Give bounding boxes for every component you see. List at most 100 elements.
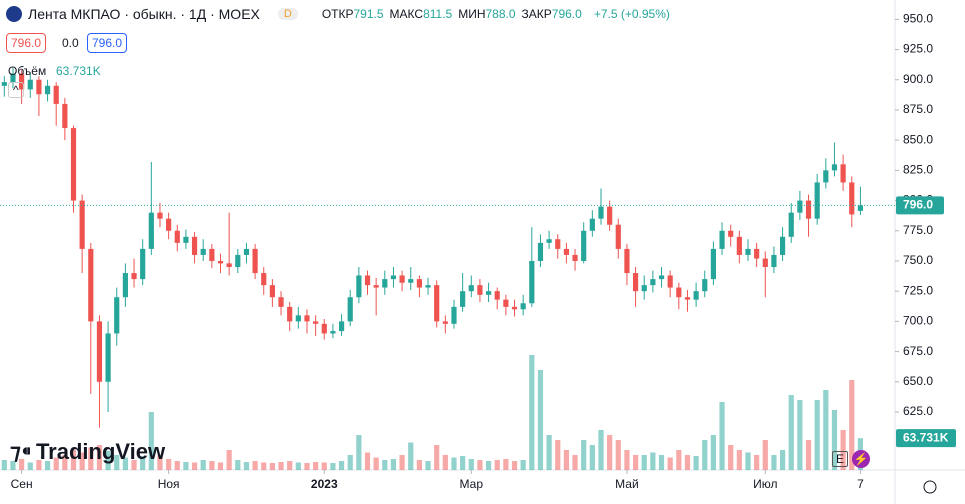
candle-body bbox=[321, 323, 327, 334]
ohlc-label: МИН bbox=[458, 7, 486, 21]
candle-body bbox=[356, 275, 362, 298]
candle-body bbox=[693, 291, 699, 300]
candle-body bbox=[719, 230, 725, 249]
sell-price[interactable]: 796.0 bbox=[6, 33, 47, 53]
volume-bar bbox=[797, 400, 803, 470]
events-icon[interactable]: E bbox=[832, 451, 849, 467]
y-tick-label: 775.0 bbox=[903, 223, 933, 237]
market-badge[interactable]: D bbox=[277, 8, 298, 20]
volume-bar bbox=[434, 445, 440, 470]
ohlc-label: МАКС bbox=[389, 7, 424, 21]
volume-bar bbox=[183, 462, 189, 470]
volume-bar bbox=[321, 462, 327, 470]
volume-bar bbox=[840, 430, 846, 470]
candle-body bbox=[347, 297, 353, 322]
lightning-icon[interactable]: ⚡ bbox=[852, 450, 870, 468]
buy-price[interactable]: 796.0 bbox=[87, 33, 128, 53]
volume-bar bbox=[615, 440, 621, 470]
y-tick-label: 825.0 bbox=[903, 163, 933, 177]
volume-bar bbox=[269, 463, 275, 470]
candle-body bbox=[849, 182, 855, 215]
candle-body bbox=[840, 164, 846, 183]
candle-body bbox=[157, 212, 163, 219]
candle-body bbox=[442, 321, 448, 324]
candle-body bbox=[191, 236, 198, 255]
volume-bar bbox=[62, 455, 68, 470]
candle-body bbox=[754, 248, 760, 259]
candle-body bbox=[243, 248, 250, 255]
candle-body bbox=[684, 297, 691, 300]
candle-body bbox=[632, 273, 639, 292]
volume-bar bbox=[157, 455, 163, 470]
volume-bar bbox=[546, 435, 552, 470]
candle-body bbox=[364, 275, 371, 286]
x-tick-label: Сен bbox=[11, 477, 33, 491]
volume-bar bbox=[209, 461, 215, 470]
candle-body bbox=[615, 224, 621, 249]
volume-bar bbox=[710, 435, 716, 470]
candle-body bbox=[70, 128, 77, 201]
candle-body bbox=[10, 73, 16, 83]
volume-bar bbox=[390, 459, 397, 470]
candle-body bbox=[88, 248, 94, 322]
volume-bar bbox=[511, 461, 518, 470]
volume-bar bbox=[88, 447, 94, 470]
y-tick-label: 675.0 bbox=[903, 344, 933, 358]
logo-text: TradingView bbox=[35, 439, 166, 464]
y-tick-label: 900.0 bbox=[903, 72, 933, 86]
candle-body bbox=[313, 321, 319, 324]
x-tick-label: Ноя bbox=[158, 477, 180, 491]
candle-body bbox=[676, 287, 682, 298]
symbol-title: Лента МКПАО · обыкн. · 1Д · MOEX bbox=[28, 6, 260, 22]
x-tick-label: Июл bbox=[753, 477, 777, 491]
candle-body bbox=[148, 212, 154, 249]
y-tick-label: 700.0 bbox=[903, 314, 933, 328]
candle-body bbox=[624, 248, 630, 274]
candle-body bbox=[805, 200, 812, 219]
change: +7.5 (+0.95%) bbox=[593, 7, 670, 21]
volume-bar bbox=[10, 461, 16, 470]
volume-bar bbox=[788, 395, 794, 470]
candle-body bbox=[788, 212, 794, 237]
volume-bar bbox=[148, 412, 154, 470]
candle-body bbox=[581, 230, 587, 261]
candle-body bbox=[114, 297, 120, 334]
volume-bar bbox=[373, 457, 379, 470]
volume-bar bbox=[598, 430, 604, 470]
volume-bar bbox=[53, 457, 59, 470]
candle-body bbox=[857, 205, 864, 211]
candle-body bbox=[460, 291, 466, 307]
candle-body bbox=[771, 254, 777, 268]
volume-bar bbox=[485, 461, 492, 470]
candle-body bbox=[131, 273, 137, 280]
volume-bar bbox=[805, 440, 812, 470]
ohlc-value: 791.5 bbox=[353, 7, 384, 21]
ohlc-values: ОТКР791.5 МАКС811.5 МИН788.0 ЗАКР796.0 bbox=[322, 7, 588, 21]
candle-body bbox=[287, 306, 293, 322]
last-volume-label: 63.731K bbox=[903, 430, 949, 444]
volume-bar bbox=[105, 451, 111, 470]
candle-body bbox=[546, 239, 552, 243]
legend-row: Лента МКПАО · обыкн. · 1Д · MOEX D ОТКР7… bbox=[6, 6, 670, 22]
volume-bar bbox=[494, 460, 500, 470]
settings-icon[interactable] bbox=[923, 480, 937, 494]
volume-bar bbox=[96, 445, 103, 470]
volume-bar bbox=[693, 456, 699, 470]
volume-bar bbox=[122, 457, 128, 470]
candle-body bbox=[485, 291, 492, 295]
volume-bar bbox=[442, 455, 448, 470]
volume-bar bbox=[823, 390, 829, 470]
candle-body bbox=[563, 248, 569, 255]
volume-bar bbox=[650, 452, 656, 470]
volume-bar bbox=[27, 462, 33, 470]
candle-body bbox=[304, 315, 310, 322]
spread: 0.0 bbox=[62, 36, 79, 50]
volume-bar bbox=[304, 463, 310, 470]
collapse-button[interactable]: ^ bbox=[8, 82, 24, 98]
candle-body bbox=[529, 260, 535, 304]
ohlc-label: ОТКР bbox=[321, 7, 354, 21]
candle-body bbox=[373, 285, 379, 288]
x-tick-label: Мар bbox=[460, 477, 484, 491]
x-tick-label: 2023 bbox=[311, 477, 338, 491]
